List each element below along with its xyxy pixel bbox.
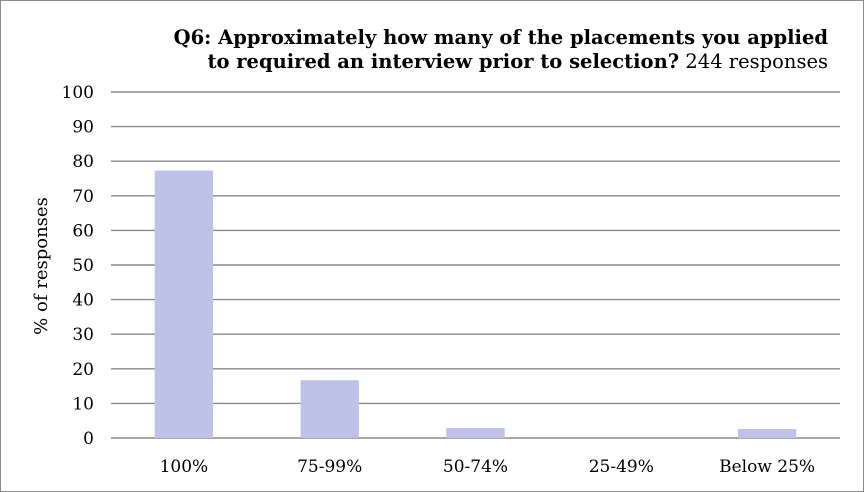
y-tick-label: 40 [72,291,94,311]
x-tick-label: 25-49% [589,457,654,477]
chart-title: Q6: Approximately how many of the placem… [174,26,828,74]
chart-title-line1: Q6: Approximately how many of the placem… [173,26,828,49]
y-tick-label: 100 [62,83,94,103]
bar [737,429,797,438]
x-tick-label: 75-99% [297,457,362,477]
y-tick-label: 70 [72,187,94,207]
y-tick-label: 30 [72,325,94,345]
chart-title-line2: to required an interview prior to select… [207,50,680,73]
y-tick-label: 60 [72,221,94,241]
y-tick-label: 10 [72,394,94,414]
y-tick-label: 0 [83,429,94,449]
chart-subtitle: 244 responses [685,50,828,73]
y-tick-label: 20 [72,360,94,380]
bar [446,427,505,438]
x-tick-label: Below 25% [719,457,815,477]
y-axis-label: % of responses [31,197,52,335]
x-axis-ticks: 100% 75-99% 50-74% 25-49% Below 25% [160,457,815,477]
y-tick-label: 80 [72,152,94,172]
bar [154,170,214,439]
y-tick-label: 90 [72,118,94,138]
y-axis-ticks: 0 10 20 30 40 50 60 70 80 90 100 [62,83,94,449]
gridlines [111,91,840,439]
x-tick-label: 100% [160,457,209,477]
y-tick-label: 50 [72,256,94,276]
bar [300,380,359,438]
x-tick-label: 50-74% [443,457,508,477]
bars [154,170,797,439]
